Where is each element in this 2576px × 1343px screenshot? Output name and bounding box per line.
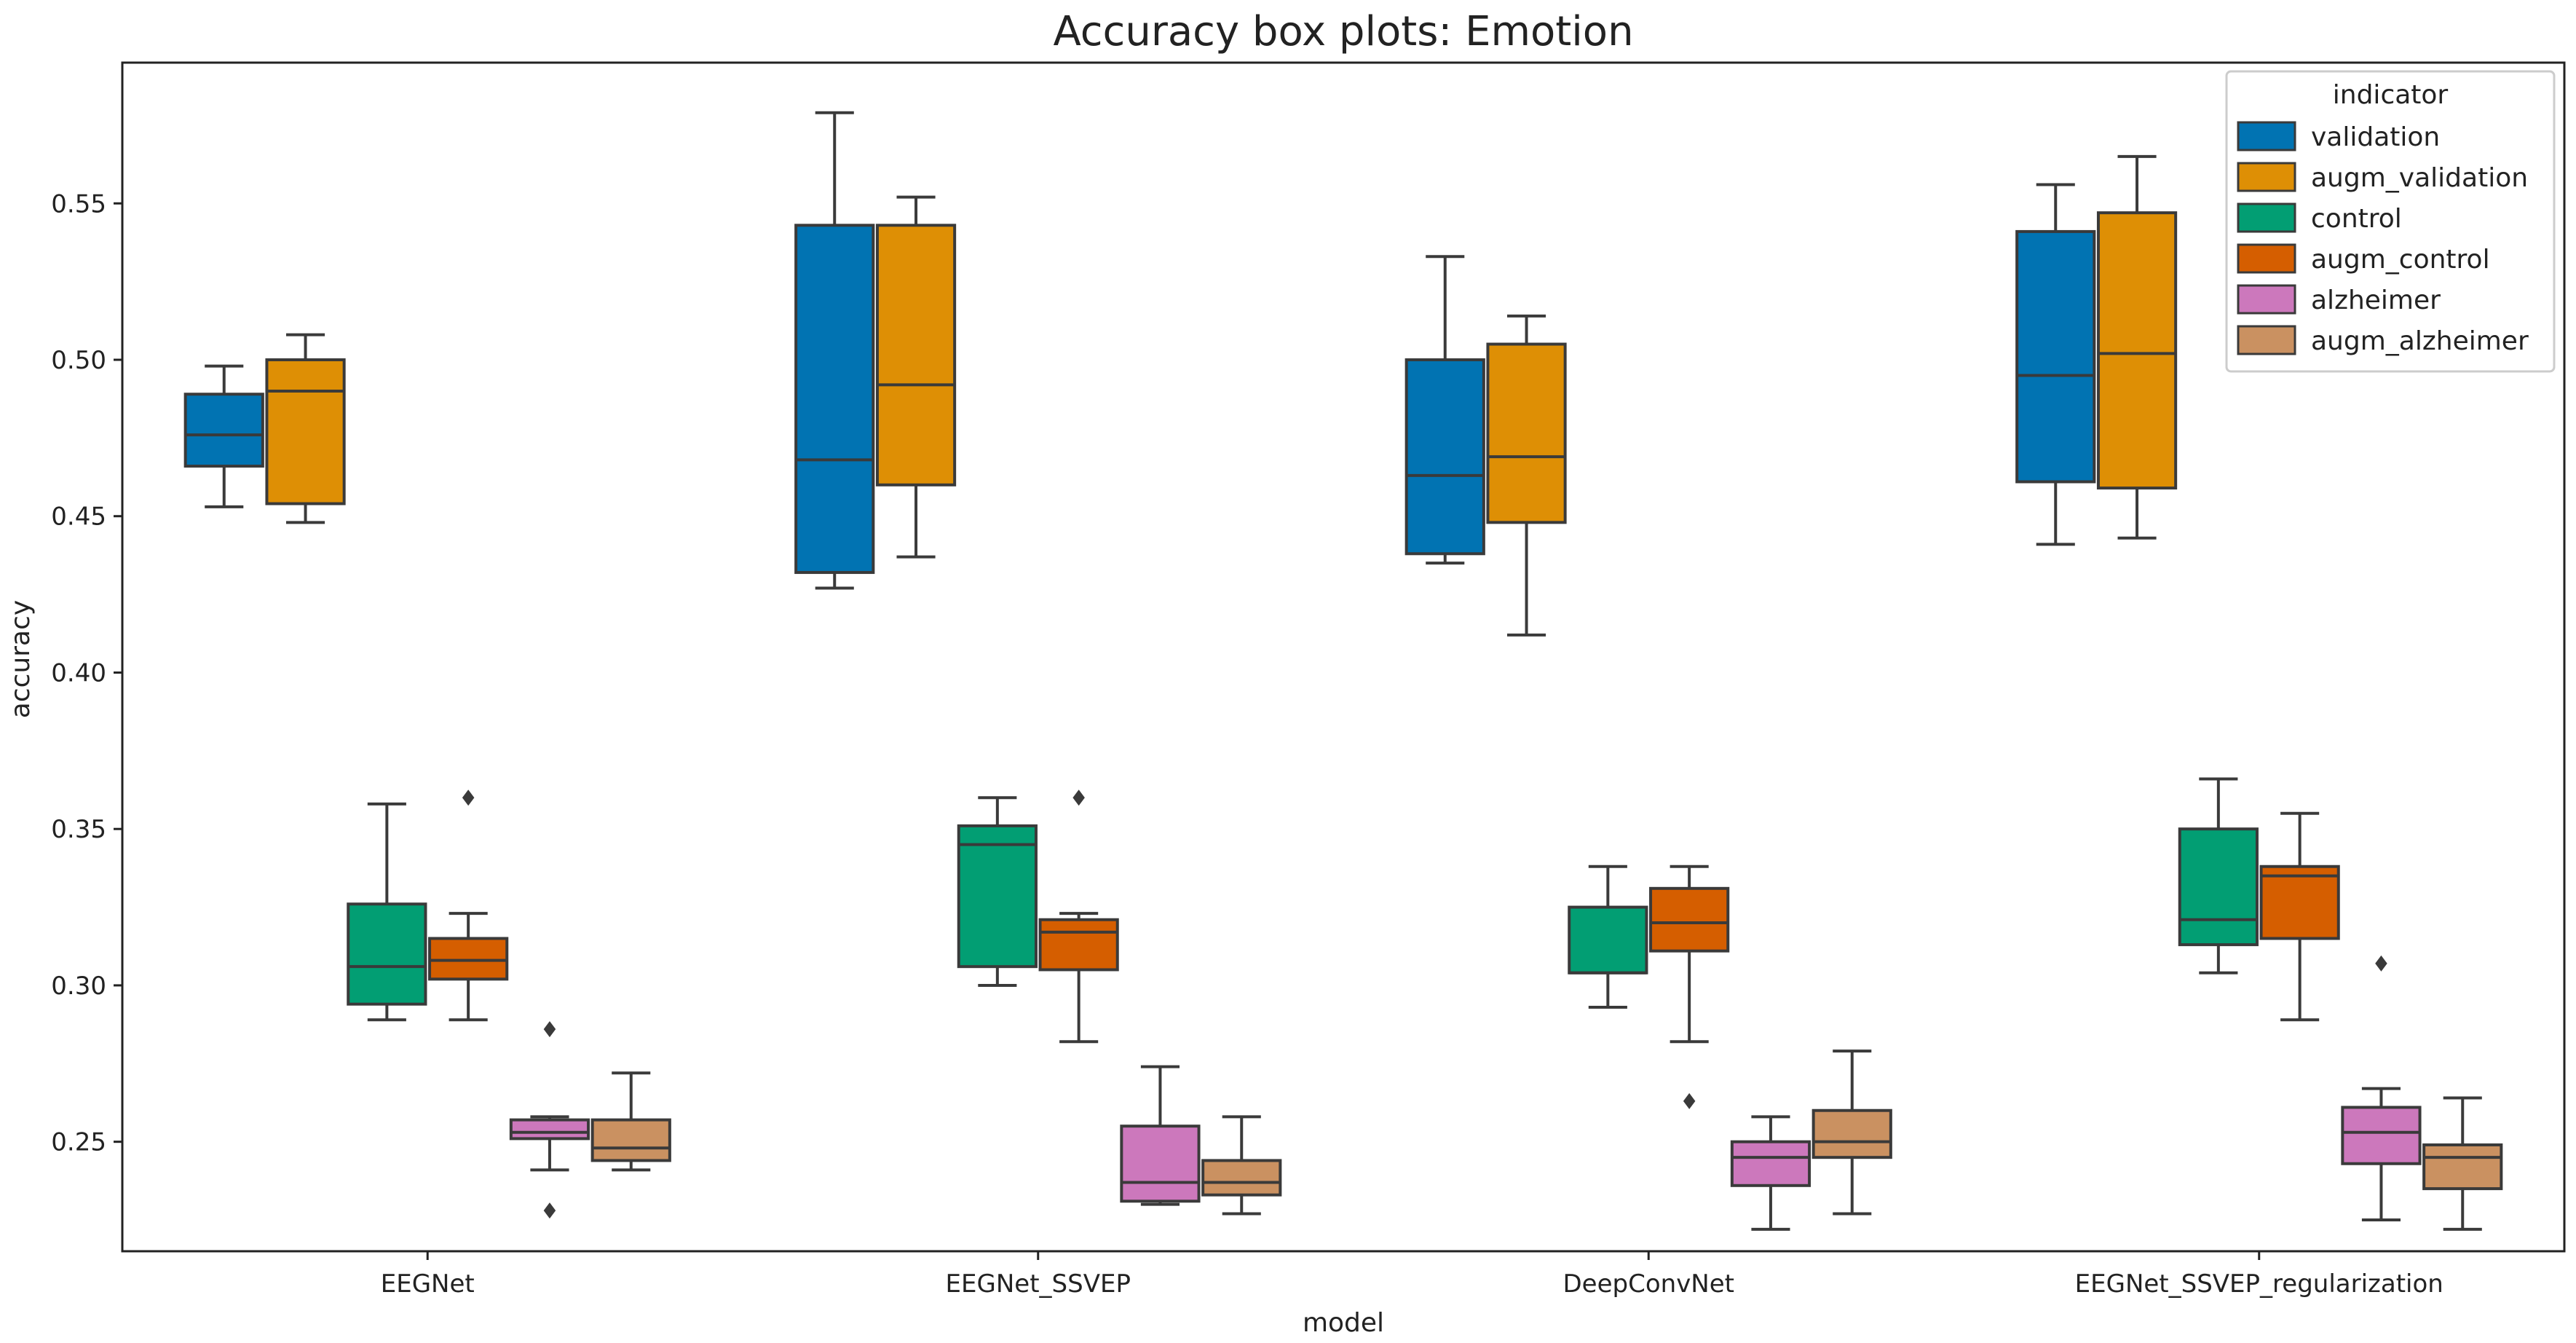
legend-entry-label: alzheimer	[2311, 285, 2441, 315]
legend: indicator validation augm_validationcontro…	[2225, 70, 2556, 373]
box-iqr	[1120, 1125, 1201, 1203]
outlier-point	[1683, 1092, 1696, 1109]
y-tick-label: 0.55	[51, 189, 106, 218]
box-augm_validation-EEGNet_SSVEP	[875, 195, 957, 559]
box-augm_validation-DeepConvNet	[1486, 314, 1567, 637]
box-augm_alzheimer-EEGNet_SSVEP	[1201, 1115, 1282, 1216]
box-iqr	[1486, 342, 1567, 524]
box-iqr	[2422, 1143, 2503, 1191]
chart-title: Accuracy box plots: Emotion	[1053, 8, 1633, 55]
box-iqr	[1201, 1159, 1282, 1197]
box-iqr	[1649, 886, 1730, 953]
y-tick-label: 0.50	[51, 346, 106, 375]
legend-entry-label: augm_validation	[2311, 163, 2528, 193]
legend-swatch	[2237, 202, 2296, 233]
legend-swatch	[2237, 121, 2296, 151]
outlier-point	[543, 1021, 556, 1038]
box-iqr	[183, 393, 264, 468]
box-validation-DeepConvNet	[1404, 255, 1485, 565]
outlier-point	[462, 789, 475, 806]
box-iqr	[794, 224, 875, 575]
x-axis-label: model	[1303, 1308, 1384, 1338]
legend-title: indicator	[2333, 80, 2449, 110]
x-tick-label: EEGNet	[381, 1269, 475, 1299]
box-iqr	[2096, 211, 2178, 490]
box-iqr	[1568, 905, 1648, 974]
axes-frame	[121, 61, 2566, 1253]
box-iqr	[957, 824, 1038, 969]
legend-swatch	[2237, 162, 2296, 192]
legend-entry-label: augm_control	[2311, 245, 2490, 275]
box-alzheimer-EEGNet_SSVEP	[1120, 1065, 1201, 1206]
outlier-point	[1072, 789, 1085, 806]
plot-area: 0.25 0.30 0.35 0.40 0.45 0.50 0.55 EEGNet EEGNet…	[51, 61, 2566, 1299]
box-augm_control-EEGNet_SSVEP_regularization	[2259, 811, 2340, 1022]
box-iqr	[1038, 918, 1119, 972]
legend-swatch	[2237, 243, 2296, 274]
box-validation-EEGNet	[183, 364, 264, 508]
box-iqr	[590, 1118, 671, 1162]
y-tick-label: 0.35	[51, 815, 106, 844]
y-tick-label: 0.45	[51, 503, 106, 532]
box-control-EEGNet	[347, 802, 427, 1022]
legend-frame	[2225, 70, 2556, 373]
y-tick-label: 0.30	[51, 972, 106, 1001]
legend-entry-label: augm_alzheimer	[2311, 326, 2529, 356]
box-iqr	[347, 902, 427, 1006]
legend-entry-label: control	[2311, 204, 2402, 234]
box-control-EEGNet_SSVEP_regularization	[2178, 777, 2259, 974]
box-iqr	[2015, 229, 2096, 484]
x-tick-label: DeepConvNet	[1563, 1269, 1735, 1299]
box-control-EEGNet_SSVEP	[957, 796, 1038, 987]
box-iqr	[1404, 358, 1485, 556]
x-tick-label: EEGNet_SSVEP	[946, 1269, 1131, 1299]
box-augm_control-EEGNet_SSVEP	[1038, 789, 1119, 1044]
x-tick-label: EEGNet_SSVEP_regularization	[2075, 1269, 2443, 1299]
box-iqr	[2259, 865, 2340, 940]
box-iqr	[509, 1118, 590, 1141]
y-axis-label: accuracy	[6, 600, 36, 718]
legend-swatch	[2237, 284, 2296, 315]
box-augm_validation-EEGNet	[265, 333, 346, 524]
y-tick-label: 0.25	[51, 1128, 106, 1157]
box-augm_alzheimer-DeepConvNet	[1812, 1049, 1892, 1216]
box-iqr	[428, 937, 509, 981]
box-iqr	[2341, 1106, 2422, 1165]
box-alzheimer-EEGNet_SSVEP_regularization	[2341, 955, 2422, 1222]
box-iqr	[1812, 1108, 1892, 1159]
box-augm_control-DeepConvNet	[1649, 865, 1730, 1109]
box-validation-EEGNet_SSVEP_regularization	[2015, 183, 2096, 546]
box-alzheimer-DeepConvNet	[1730, 1115, 1812, 1231]
box-iqr	[2178, 827, 2259, 947]
box-control-DeepConvNet	[1568, 865, 1648, 1009]
box-validation-EEGNet_SSVEP	[794, 111, 875, 590]
legend-entry-label: validation	[2311, 122, 2440, 152]
box-alzheimer-EEGNet	[509, 1021, 590, 1219]
box-iqr	[265, 358, 346, 505]
box-iqr	[1730, 1140, 1812, 1187]
box-augm_alzheimer-EEGNet	[590, 1071, 671, 1172]
box-iqr	[875, 224, 957, 487]
box-augm_alzheimer-EEGNet_SSVEP_regularization	[2422, 1096, 2503, 1231]
outlier-point	[2375, 955, 2387, 972]
y-tick-label: 0.40	[51, 658, 106, 688]
legend-swatch	[2237, 325, 2296, 355]
box-augm_validation-EEGNet_SSVEP_regularization	[2096, 154, 2178, 540]
outlier-point	[543, 1202, 556, 1219]
box-augm_control-EEGNet	[428, 789, 509, 1022]
